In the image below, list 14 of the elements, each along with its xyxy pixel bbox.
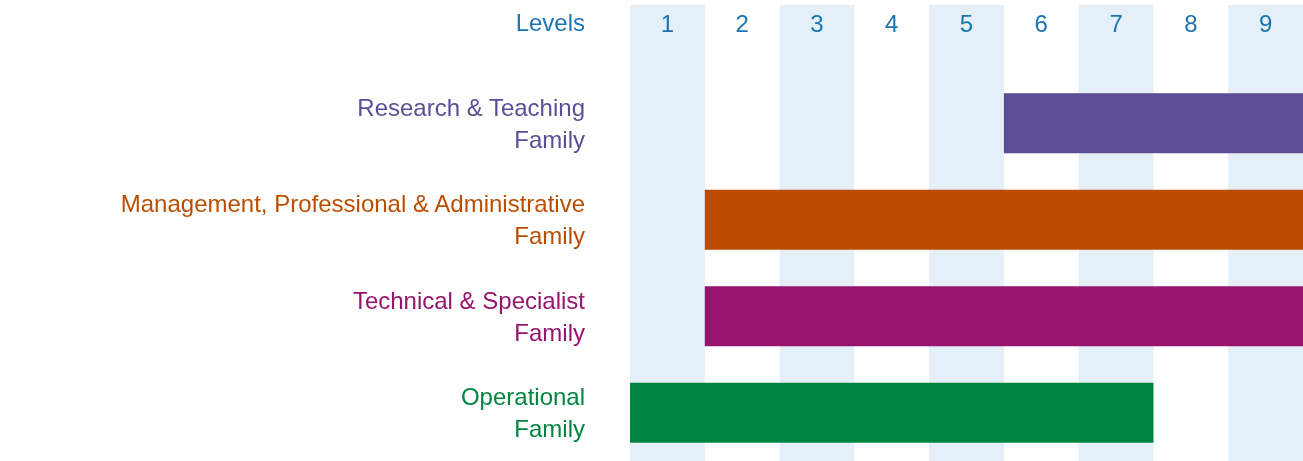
x-tick-label: 1 (660, 9, 675, 37)
x-tick-label: 3 (810, 9, 824, 37)
x-tick-label: 7 (1109, 9, 1123, 37)
x-axis-title: Levels (515, 8, 585, 36)
x-tick-label: 5 (959, 9, 974, 37)
y-tick-label: Management, Professional & Administrative Family (120, 190, 585, 250)
x-tick-label: 9 (1258, 9, 1273, 37)
y-tick-label: Research & Teaching Family (357, 93, 585, 153)
x-tick-label: 6 (1034, 9, 1048, 37)
y-tick-label: Operational Family (460, 383, 585, 443)
y-tick-label: Technical & Specialist Family (352, 286, 586, 346)
x-tick-label: 8 (1184, 9, 1198, 37)
x-tick-label: 4 (885, 9, 899, 37)
x-tick-label: 2 (735, 9, 749, 37)
